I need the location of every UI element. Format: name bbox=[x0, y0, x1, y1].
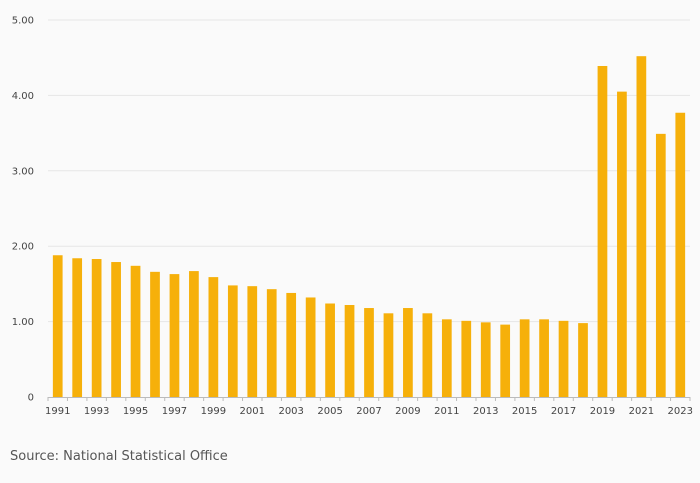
x-tick-label: 1995 bbox=[123, 406, 148, 417]
bar bbox=[227, 285, 238, 397]
y-tick-label: 1.00 bbox=[12, 317, 34, 328]
x-tick-label: 2011 bbox=[434, 406, 459, 417]
bar bbox=[422, 313, 433, 397]
bar bbox=[655, 133, 666, 397]
y-tick-label: 0 bbox=[28, 393, 34, 404]
y-tick-label: 4.00 bbox=[12, 91, 34, 102]
bar bbox=[364, 308, 374, 397]
x-tick-label: 2013 bbox=[473, 406, 498, 417]
bar bbox=[286, 292, 297, 397]
x-tick-label: 1999 bbox=[201, 406, 226, 417]
x-tick-labels: 1991 1993 1995 1997 1999 2001 2003 2005 2007 2009… bbox=[45, 406, 693, 417]
x-tick-label: 2001 bbox=[240, 406, 265, 417]
bar bbox=[675, 112, 686, 397]
bar bbox=[208, 277, 219, 397]
bar bbox=[617, 91, 627, 397]
bar bbox=[247, 286, 258, 397]
bar bbox=[500, 324, 511, 397]
x-tick-label: 2009 bbox=[395, 406, 420, 417]
bar bbox=[91, 259, 102, 397]
x-tick-label: 2005 bbox=[317, 406, 342, 417]
bar bbox=[519, 319, 530, 397]
x-axis bbox=[47, 397, 691, 401]
x-tick-label: 2003 bbox=[278, 406, 303, 417]
bar bbox=[72, 258, 83, 397]
x-tick-label: 2017 bbox=[551, 406, 576, 417]
bar bbox=[52, 255, 63, 397]
bar bbox=[266, 289, 277, 397]
y-tick-label: 2.00 bbox=[12, 242, 34, 253]
source-note: Source: National Statistical Office bbox=[10, 449, 228, 464]
bar bbox=[578, 323, 588, 397]
bar bbox=[325, 303, 335, 397]
bar bbox=[597, 65, 608, 397]
x-tick-label: 2021 bbox=[629, 406, 654, 417]
bar bbox=[305, 297, 316, 397]
x-tick-label: 2007 bbox=[356, 406, 381, 417]
bar bbox=[150, 271, 160, 397]
y-tick-label: 5.00 bbox=[12, 16, 34, 27]
y-tick-label: 3.00 bbox=[12, 166, 34, 177]
bar bbox=[130, 265, 141, 397]
bar bbox=[344, 305, 355, 397]
y-tick-labels: 0 1.00 2.00 3.00 4.00 5.00 bbox=[12, 16, 34, 404]
bar bbox=[480, 322, 491, 397]
bar bbox=[169, 274, 180, 397]
x-tick-label: 2019 bbox=[590, 406, 615, 417]
x-tick-label: 1991 bbox=[45, 406, 70, 417]
bar bbox=[636, 56, 647, 397]
bars bbox=[52, 56, 686, 397]
x-tick-label: 2023 bbox=[668, 406, 693, 417]
x-tick-label: 1997 bbox=[162, 406, 187, 417]
bar bbox=[111, 262, 121, 397]
bar bbox=[403, 308, 413, 397]
bar bbox=[539, 319, 549, 397]
bar bbox=[461, 320, 472, 397]
x-tick-label: 2015 bbox=[512, 406, 537, 417]
bar bbox=[383, 313, 394, 397]
gridlines bbox=[48, 19, 690, 323]
x-tick-label: 1993 bbox=[84, 406, 109, 417]
bar bbox=[558, 320, 569, 397]
bar bbox=[441, 319, 452, 397]
bar bbox=[189, 271, 199, 397]
